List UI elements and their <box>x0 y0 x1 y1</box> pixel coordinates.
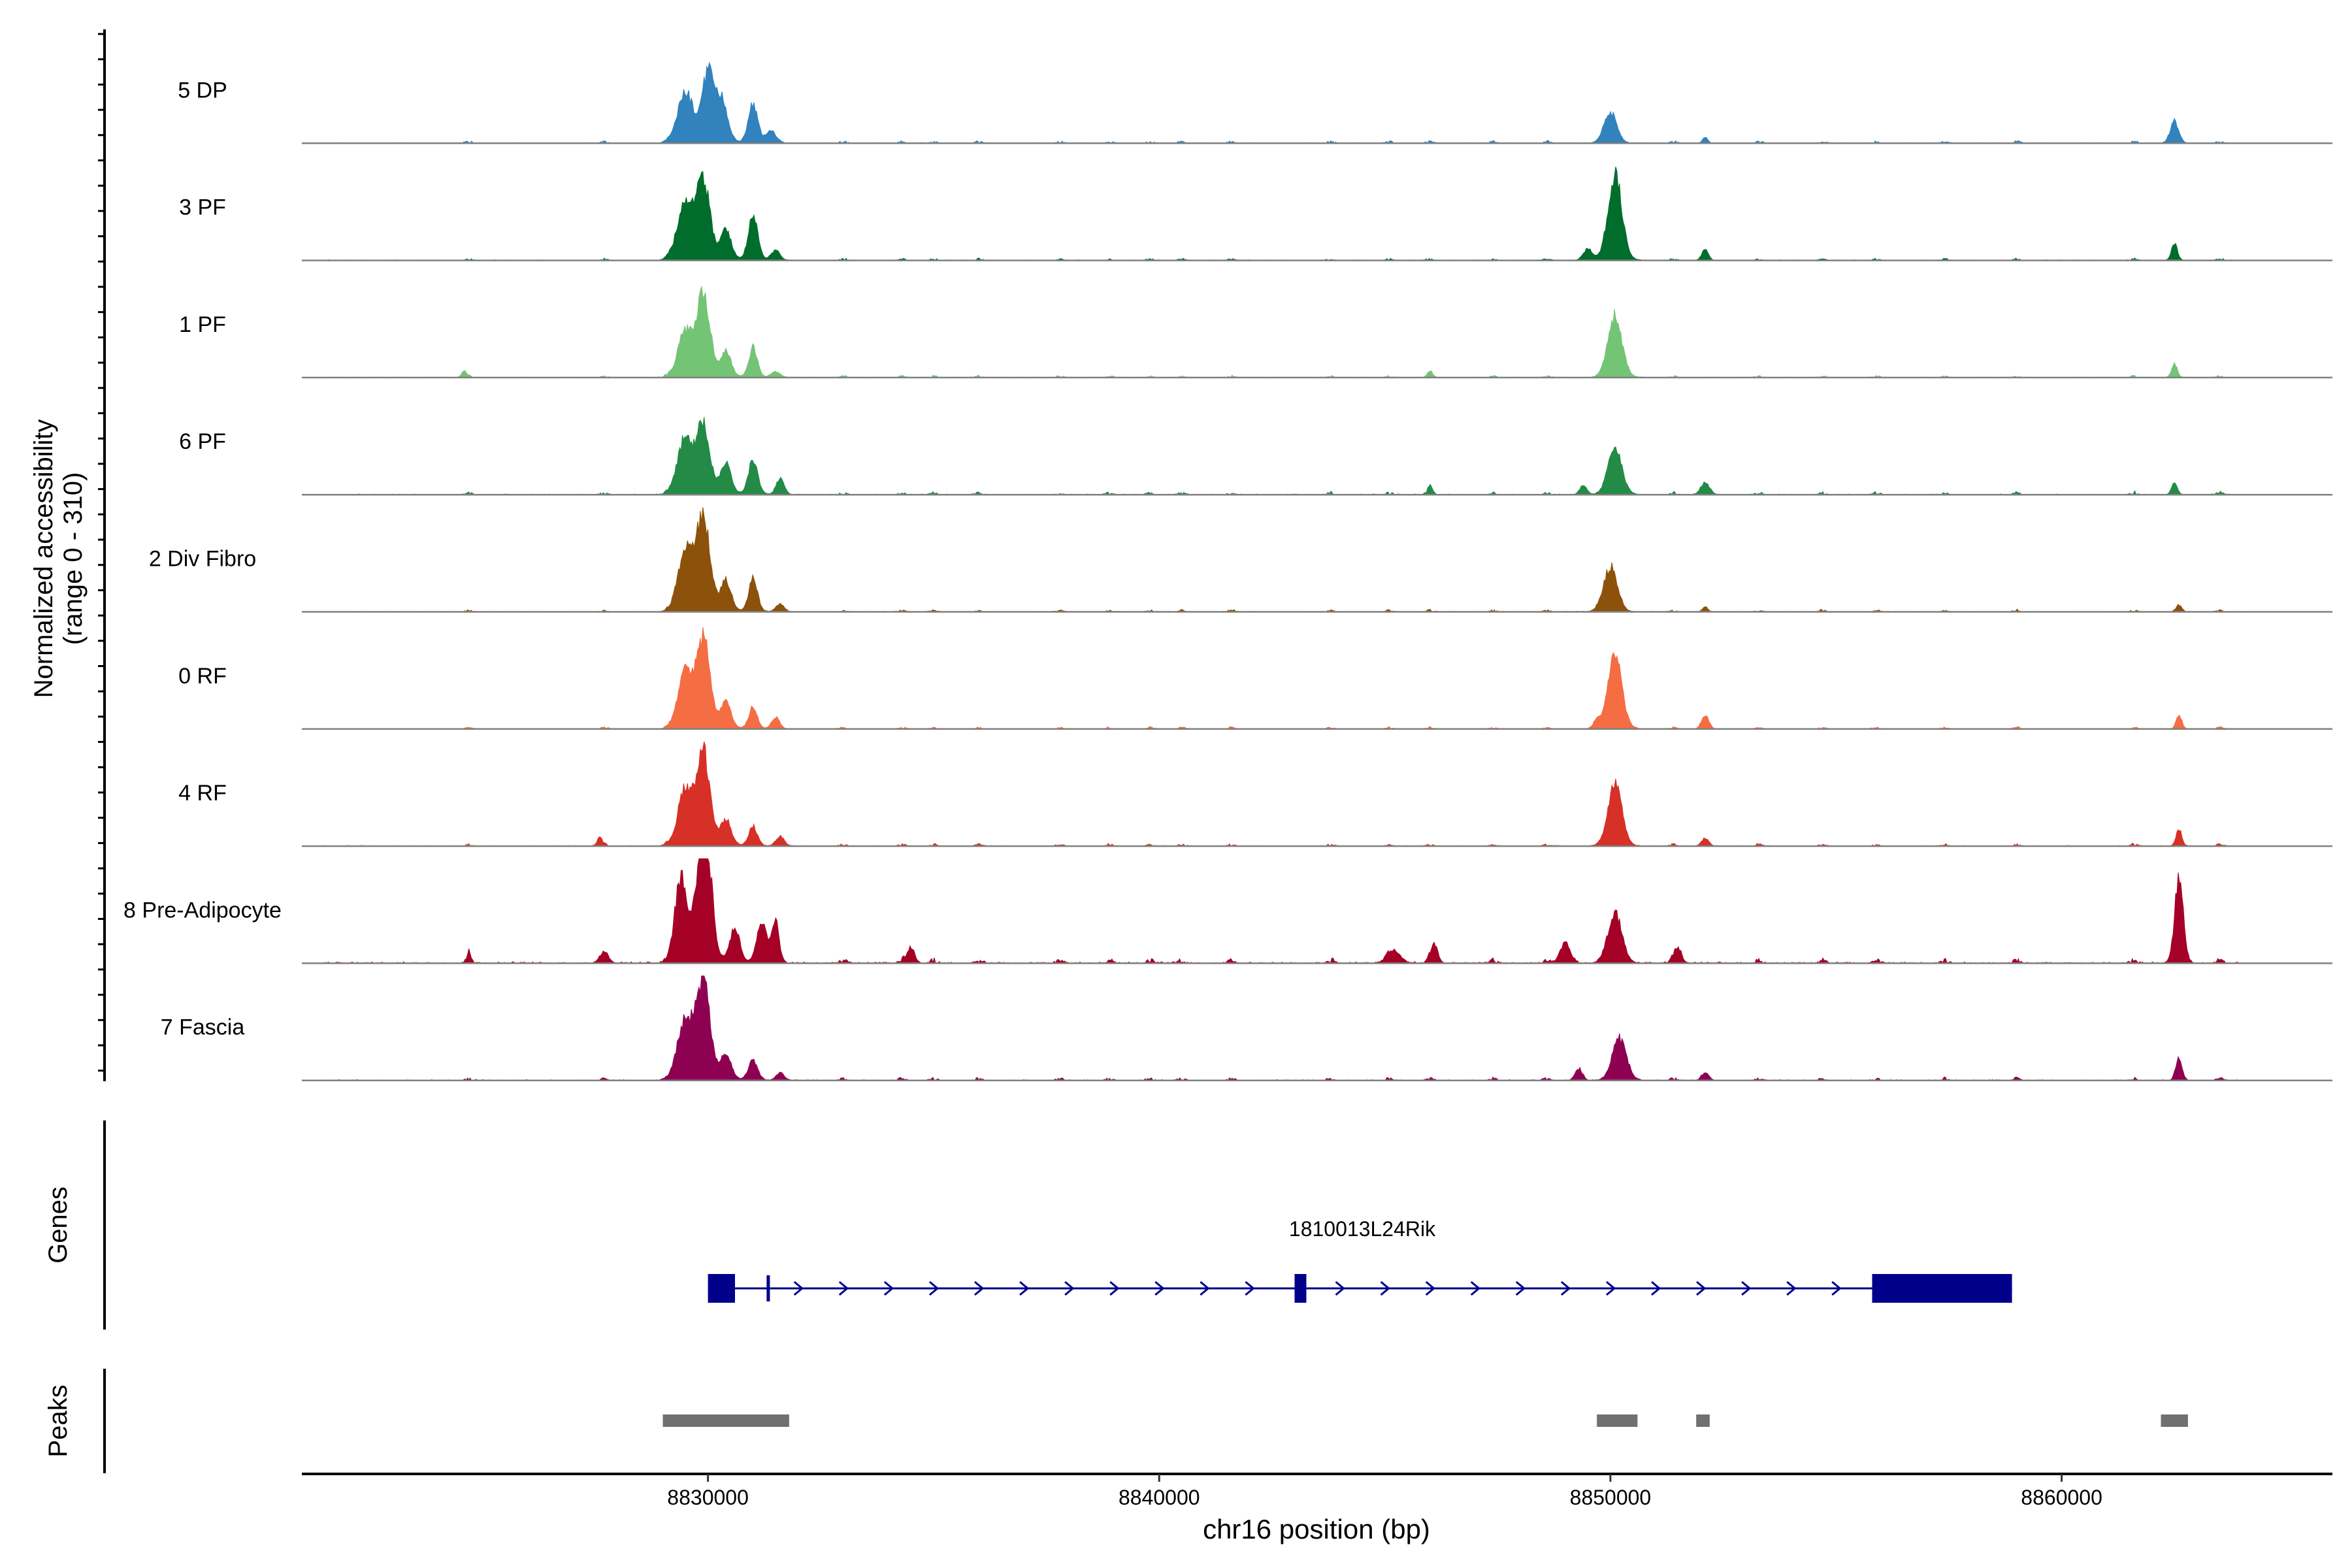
track-label: 3 PF <box>179 195 226 220</box>
track-0-rf: 0 RF <box>178 627 2332 730</box>
gene-exon <box>708 1274 735 1303</box>
gene-exon <box>1872 1274 2012 1303</box>
strand-arrow <box>1651 1281 1661 1296</box>
gene-name-label: 1810013L24Rik <box>1289 1217 1436 1241</box>
track-label: 4 RF <box>178 781 227 806</box>
strand-arrow <box>883 1281 894 1296</box>
coverage-area <box>324 507 2243 613</box>
track-6-pf: 6 PF <box>179 417 2332 496</box>
coverage-area <box>324 975 2243 1081</box>
genes-panel: Genes 1810013L24Rik <box>44 1120 2012 1330</box>
coverage-area <box>324 741 2243 847</box>
x-axis-tick-label: 8840000 <box>1119 1486 1200 1509</box>
gene-exon <box>1294 1274 1307 1303</box>
strand-arrow <box>1154 1281 1165 1296</box>
strand-arrow <box>1335 1281 1345 1296</box>
x-axis: 8830000 8840000 8850000 8860000 chr16 posit… <box>302 1473 2332 1544</box>
track-4-rf: 4 RF <box>178 741 2332 847</box>
peak-region <box>1597 1414 1638 1427</box>
track-label: 1 PF <box>179 312 226 337</box>
strand-arrow <box>1696 1281 1707 1296</box>
strand-arrow <box>1380 1281 1390 1296</box>
coverage-area <box>324 858 2243 964</box>
peaks-panel: Peaks <box>44 1369 2188 1473</box>
strand-arrow <box>1245 1281 1255 1296</box>
track-2-div-fibro: 2 Div Fibro <box>149 507 2332 613</box>
track-label: 0 RF <box>178 664 227 689</box>
strand-arrow <box>1741 1281 1752 1296</box>
peak-region <box>1696 1414 1710 1427</box>
x-axis-label: chr16 position (bp) <box>1203 1514 1430 1544</box>
strand-arrow <box>974 1281 985 1296</box>
strand-arrow <box>1786 1281 1797 1296</box>
track-label: 6 PF <box>179 429 226 454</box>
track-3-pf: 3 PF <box>179 167 2332 261</box>
strand-arrow <box>1470 1281 1481 1296</box>
x-axis-tick-label: 8830000 <box>667 1486 749 1509</box>
coverage-area <box>324 61 2243 144</box>
x-axis-tick-label: 8850000 <box>1570 1486 1652 1509</box>
track-8-pre-adipocyte: 8 Pre-Adipocyte <box>123 858 2332 964</box>
peak-region <box>662 1414 789 1427</box>
y-axis-label-line1: Normalized accessibility <box>29 419 58 698</box>
coverage-tracks: 5 DP 3 PF 1 PF 6 PF 2 Div Fibro 0 RF 4 RF 8 Pre… <box>123 61 2332 1081</box>
track-label: 7 Fascia <box>161 1015 245 1040</box>
strand-arrow <box>1200 1281 1210 1296</box>
strand-arrow <box>1109 1281 1120 1296</box>
y-axis-label-line2: (range 0 - 310) <box>59 472 88 645</box>
track-1-pf: 1 PF <box>179 286 2332 379</box>
gene-exon <box>766 1275 770 1301</box>
strand-arrow <box>1831 1281 1842 1296</box>
x-axis-tick-label: 8860000 <box>2021 1486 2102 1509</box>
coverage-area <box>324 417 2243 495</box>
gene-model <box>708 1274 2012 1303</box>
peaks-axis-label: Peaks <box>44 1384 73 1457</box>
strand-arrow <box>838 1281 849 1296</box>
track-5-dp: 5 DP <box>178 61 2332 144</box>
coverage-area <box>324 627 2243 730</box>
strand-arrow <box>1560 1281 1571 1296</box>
track-label: 8 Pre-Adipocyte <box>123 898 282 923</box>
strand-arrow <box>793 1281 804 1296</box>
strand-arrow <box>1515 1281 1526 1296</box>
peak-regions <box>662 1414 2188 1427</box>
strand-arrow <box>928 1281 939 1296</box>
coverage-area <box>324 286 2243 378</box>
strand-arrow <box>1605 1281 1616 1296</box>
coverage-area <box>324 167 2243 261</box>
peak-region <box>2161 1414 2188 1427</box>
genes-axis-label: Genes <box>44 1186 73 1264</box>
track-7-fascia: 7 Fascia <box>161 975 2332 1081</box>
strand-arrow <box>1019 1281 1030 1296</box>
track-label: 2 Div Fibro <box>149 547 256 572</box>
strand-arrow <box>1425 1281 1436 1296</box>
strand-arrow <box>1064 1281 1075 1296</box>
track-label: 5 DP <box>178 78 227 103</box>
coverage-left-axis <box>98 29 106 1081</box>
